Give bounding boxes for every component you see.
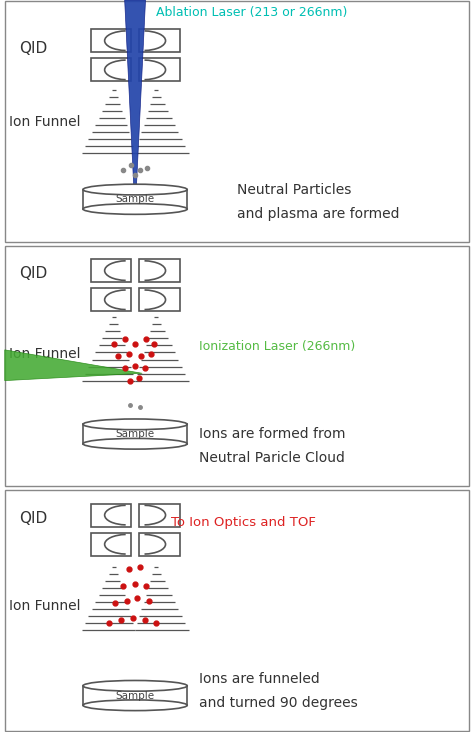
Bar [91,29,131,52]
Text: Neutral Particles: Neutral Particles [237,182,351,197]
Bar [139,288,180,311]
Text: Ions are formed from: Ions are formed from [199,427,346,441]
Bar [139,259,180,282]
Text: Sample: Sample [116,429,155,439]
Bar [139,59,180,81]
Text: QID: QID [19,511,47,526]
Text: Ion Funnel: Ion Funnel [9,347,81,361]
Bar [139,504,180,526]
Polygon shape [5,350,142,381]
Ellipse shape [83,203,187,214]
Bar [91,504,131,526]
Text: Sample: Sample [116,690,155,701]
Bar [91,59,131,81]
Bar [5,1,469,242]
Polygon shape [125,0,146,184]
Bar [83,686,187,705]
Bar [83,425,187,444]
Bar [5,246,469,486]
Text: Ion Funnel: Ion Funnel [9,599,81,613]
Ellipse shape [83,419,187,430]
Text: QID: QID [19,266,47,281]
Bar [139,533,180,556]
Text: Ions are funneled: Ions are funneled [199,671,320,686]
Bar [91,533,131,556]
Bar [139,29,180,52]
Text: QID: QID [19,41,47,56]
Text: Neutral Paricle Cloud: Neutral Paricle Cloud [199,452,345,466]
Text: Ion Funnel: Ion Funnel [9,114,81,129]
Bar [91,259,131,282]
Ellipse shape [83,700,187,711]
Text: Sample: Sample [116,194,155,204]
Text: and turned 90 degrees: and turned 90 degrees [199,696,358,710]
Ellipse shape [83,184,187,195]
Text: Ionization Laser (266nm): Ionization Laser (266nm) [199,340,356,353]
Text: To Ion Optics and TOF: To Ion Optics and TOF [171,517,316,529]
Bar [5,490,469,731]
Bar [91,288,131,311]
Bar [83,190,187,209]
Text: and plasma are formed: and plasma are formed [237,207,400,221]
Ellipse shape [83,681,187,691]
Ellipse shape [83,438,187,449]
Text: Ablation Laser (213 or 266nm): Ablation Laser (213 or 266nm) [156,6,348,18]
